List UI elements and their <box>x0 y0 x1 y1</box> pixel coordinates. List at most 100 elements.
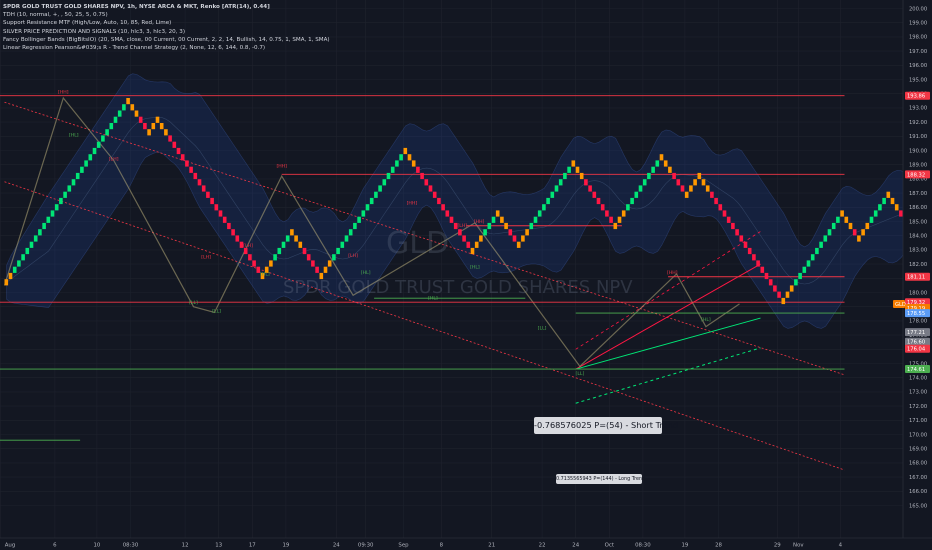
renko-brick <box>92 147 97 155</box>
renko-brick <box>529 222 534 230</box>
renko-brick <box>542 204 546 211</box>
renko-brick <box>802 266 807 273</box>
renko-brick <box>25 247 30 255</box>
regression-channel-line <box>575 263 761 370</box>
legend-indicator-tdh[interactable]: TDH (10, normal, +, , 50, 25, 5, 0.75) <box>3 12 108 19</box>
swing-label: [HL] <box>701 317 711 323</box>
price-tag <box>905 272 930 281</box>
renko-brick <box>155 116 160 123</box>
renko-brick <box>731 222 735 230</box>
renko-brick <box>218 210 223 217</box>
renko-brick <box>277 247 282 255</box>
renko-brick <box>617 216 622 223</box>
renko-brick <box>466 241 471 248</box>
renko-brick <box>848 222 853 230</box>
swing-label: [HH] <box>58 90 69 96</box>
renko-brick <box>815 247 819 255</box>
renko-brick <box>743 241 748 248</box>
renko-brick <box>42 222 46 230</box>
price-tag-label: GLD <box>895 302 906 308</box>
renko-brick <box>138 116 143 123</box>
price-axis-label: 190.00 <box>909 148 927 154</box>
renko-brick <box>281 241 286 248</box>
price-tag-label: 181.11 <box>907 275 925 281</box>
price-axis-label: 191.00 <box>909 134 927 140</box>
renko-brick <box>311 260 315 267</box>
renko-brick <box>80 166 84 173</box>
swing-label: [LH] <box>348 253 358 259</box>
renko-brick <box>336 247 340 255</box>
renko-brick <box>747 247 752 255</box>
renko-brick <box>869 216 874 223</box>
renko-brick <box>411 160 416 167</box>
price-tag-label: 188.32 <box>907 172 925 178</box>
renko-brick <box>773 285 777 292</box>
price-axis-label: 186.00 <box>909 205 927 211</box>
renko-brick <box>67 185 72 192</box>
legend-indicator-silver-prediction[interactable]: SILVER PRICE PREDICTION AND SIGNALS (10,… <box>3 28 185 35</box>
renko-brick <box>878 204 882 211</box>
renko-brick <box>663 160 668 167</box>
renko-brick <box>180 154 185 161</box>
renko-brick <box>96 141 101 148</box>
price-axis-label: 173.00 <box>909 390 927 396</box>
time-axis-label: 24 <box>333 543 340 549</box>
renko-brick <box>659 154 664 161</box>
swing-label: [LH] <box>457 223 467 229</box>
renko-brick <box>676 179 681 186</box>
swing-label: [HH] <box>276 164 287 170</box>
legend-indicator-support-resistance[interactable]: Support Resistance MTF (High/Low, Auto, … <box>3 20 172 27</box>
price-tag <box>905 91 930 100</box>
renko-brick <box>361 210 366 217</box>
time-axis-label: Nov <box>793 543 804 549</box>
renko-brick <box>819 241 823 248</box>
legend-indicator-linear-regression[interactable]: Linear Regression Pearson&#039;s R - Tre… <box>3 44 266 51</box>
swing-label: [HL] <box>260 271 270 277</box>
renko-brick <box>651 166 655 173</box>
renko-brick <box>487 222 492 230</box>
renko-brick <box>768 279 773 286</box>
price-axis-label: 175.00 <box>909 361 927 367</box>
renko-brick <box>533 216 538 223</box>
renko-brick <box>588 185 592 192</box>
time-axis-label: 10 <box>93 543 100 549</box>
renko-brick <box>105 129 109 136</box>
renko-brick <box>491 216 496 223</box>
renko-brick <box>584 179 588 186</box>
renko-brick <box>134 110 139 117</box>
renko-brick <box>298 241 303 248</box>
renko-brick <box>151 123 156 130</box>
price-axis-label: 167.00 <box>909 475 927 481</box>
price-axis-label: 192.00 <box>909 120 927 126</box>
renko-brick <box>147 129 151 136</box>
price-axis-label: 182.00 <box>909 262 927 268</box>
renko-brick <box>348 229 353 236</box>
renko-brick <box>428 185 433 192</box>
price-tag-label: 176.04 <box>907 347 926 353</box>
renko-brick <box>806 260 811 267</box>
renko-brick <box>647 172 651 180</box>
renko-brick <box>798 272 802 280</box>
renko-brick <box>319 272 324 280</box>
legend-indicator-bollinger[interactable]: Fancy Bollinger Bands (BigBitsIO) (20, S… <box>3 36 330 43</box>
renko-brick <box>882 197 886 205</box>
price-tag-label: 177.21 <box>907 330 925 336</box>
renko-brick <box>315 266 319 273</box>
renko-brick <box>890 197 895 205</box>
legend-title[interactable]: SPDR GOLD TRUST GOLD SHARES NPV, 1h, NYS… <box>3 4 270 10</box>
renko-brick <box>701 179 706 186</box>
renko-brick <box>374 191 378 198</box>
swing-label: [LL] <box>576 371 585 377</box>
renko-brick <box>785 291 790 298</box>
time-axis[interactable] <box>0 538 932 550</box>
price-tag <box>905 309 930 318</box>
renko-brick <box>8 272 13 280</box>
renko-brick <box>344 235 349 242</box>
renko-brick <box>558 179 563 186</box>
renko-brick <box>243 247 248 255</box>
price-axis-label: 174.00 <box>909 376 927 382</box>
renko-brick <box>407 154 412 161</box>
renko-brick <box>537 210 542 217</box>
